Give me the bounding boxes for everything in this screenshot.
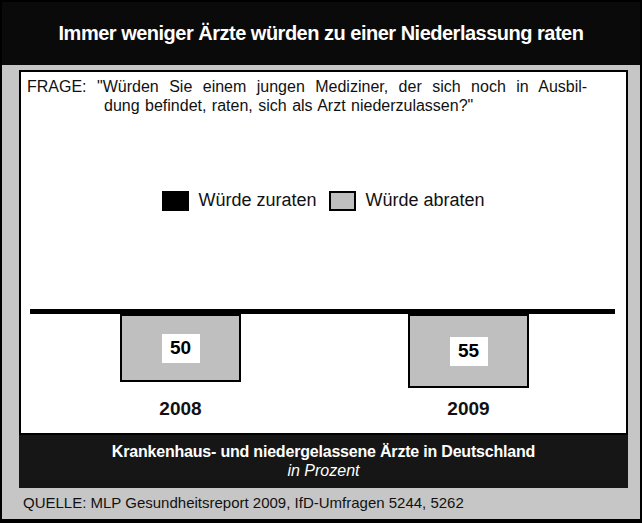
footer-bar: Krankenhaus- und niedergelassene Ärzte i… xyxy=(19,435,628,488)
bar-abraten-2008: 50 xyxy=(120,314,241,382)
legend-label-zuraten: Würde zuraten xyxy=(198,190,316,211)
footer-unit: in Prozent xyxy=(287,462,359,480)
legend: Würde zuraten Würde abraten xyxy=(21,190,626,211)
category-label-2009: 2009 xyxy=(408,398,529,420)
chart-panel: FRAGE: "Würden Sie einem jungen Medizine… xyxy=(19,70,628,435)
infographic-page: Immer weniger Ärzte würden zu einer Nied… xyxy=(0,0,642,523)
legend-label-abraten: Würde abraten xyxy=(365,190,484,211)
footer-population: Krankenhaus- und niedergelassene Ärzte i… xyxy=(112,443,535,461)
category-label-2008: 2008 xyxy=(120,398,241,420)
page-title: Immer weniger Ärzte würden zu einer Nied… xyxy=(59,22,584,45)
bar-abraten-2009: 55 xyxy=(408,314,529,388)
source-line: QUELLE: MLP Gesundheitsreport 2009, IfD-… xyxy=(23,494,464,511)
bar-value-abraten-2008: 50 xyxy=(162,334,200,363)
title-bar: Immer weniger Ärzte würden zu einer Nied… xyxy=(2,2,640,65)
survey-question: FRAGE: "Würden Sie einem jungen Medizine… xyxy=(27,77,603,115)
legend-swatch-zuraten xyxy=(162,191,189,211)
legend-swatch-abraten xyxy=(329,191,356,211)
question-line-2: dung befindet, raten, sich als Arzt nied… xyxy=(104,96,603,115)
bar-value-abraten-2009: 55 xyxy=(450,337,488,366)
question-line-1: FRAGE: "Würden Sie einem jungen Medizine… xyxy=(27,77,603,96)
